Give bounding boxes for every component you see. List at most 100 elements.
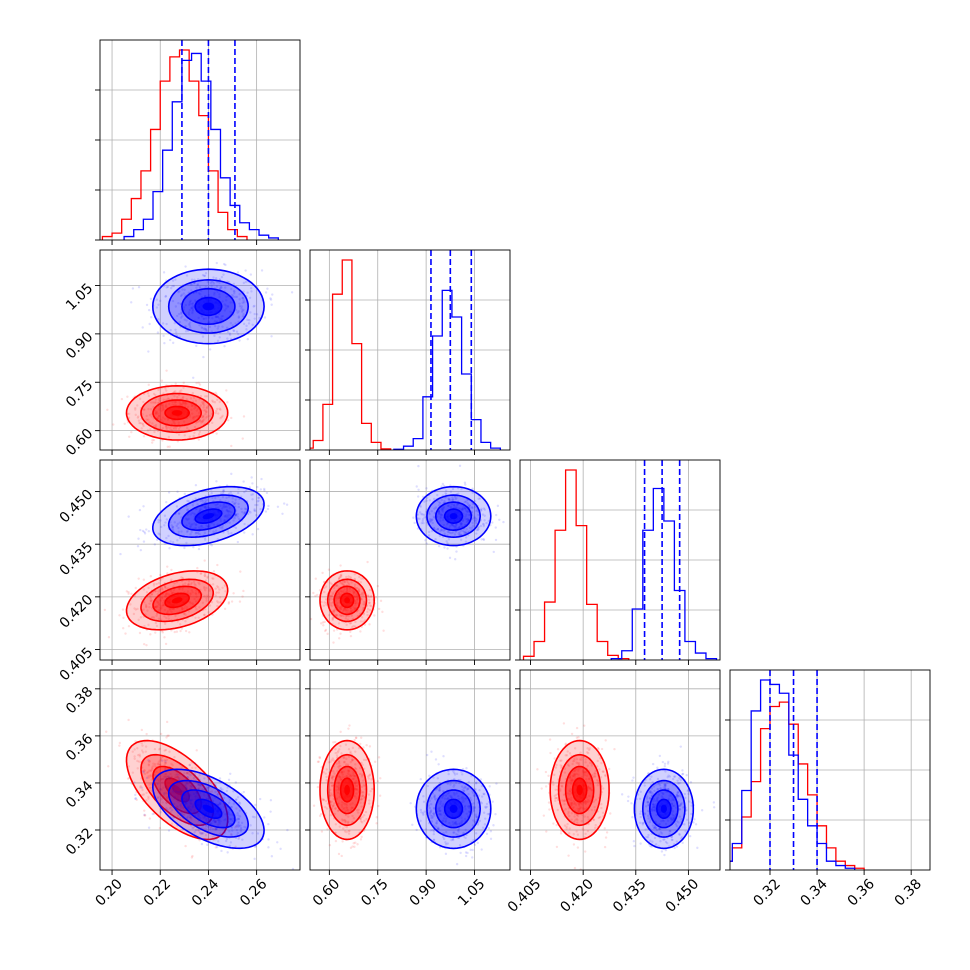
sample-point (188, 816, 192, 819)
sample-point (127, 412, 131, 416)
sample-point (212, 293, 216, 296)
sample-point (347, 755, 351, 758)
sample-point (346, 763, 350, 766)
sample-point (237, 820, 240, 824)
sample-point (217, 803, 220, 807)
sample-point (339, 614, 343, 618)
sample-point (555, 845, 559, 849)
sample-point (186, 776, 189, 779)
sample-point (482, 792, 485, 796)
sample-point (222, 490, 225, 493)
sample-point (375, 816, 378, 819)
sample-point (476, 528, 480, 532)
sample-point (158, 763, 161, 767)
sample-point (195, 409, 199, 412)
sample-point (349, 610, 352, 613)
sample-point (202, 406, 205, 409)
sample-point (190, 523, 193, 527)
sample-point (189, 525, 192, 529)
sample-point (185, 319, 188, 322)
sample-point (337, 593, 340, 596)
sample-point (344, 617, 348, 620)
sample-point (156, 592, 159, 596)
sample-point (224, 813, 227, 816)
sample-point (230, 817, 233, 821)
sample-point (202, 793, 206, 796)
sample-point (256, 500, 259, 503)
sample-point (250, 476, 253, 479)
sample-point (227, 811, 230, 814)
sample-point (381, 610, 384, 614)
sample-point (165, 591, 168, 595)
sample-point (154, 605, 158, 609)
sample-point (201, 420, 204, 423)
sample-point (560, 765, 564, 768)
sample-point (218, 588, 221, 591)
sample-point (324, 628, 328, 632)
sample-point (148, 760, 152, 763)
sample-point (173, 401, 177, 404)
sample-point (570, 798, 573, 802)
sample-point (641, 821, 644, 825)
sample-point (160, 596, 164, 599)
sample-point (264, 291, 268, 294)
sample-point (455, 833, 458, 836)
sample-point (174, 331, 178, 334)
sample-point (237, 836, 241, 839)
sample-point (210, 492, 213, 495)
sample-point (174, 305, 178, 308)
sample-point (561, 799, 564, 802)
sample-point (149, 297, 153, 301)
sample-point (449, 498, 452, 501)
sample-point (437, 504, 441, 507)
sample-point (167, 775, 170, 778)
sample-point (174, 427, 178, 431)
sample-point (175, 775, 179, 779)
sample-point (226, 304, 230, 308)
sample-point (677, 790, 680, 794)
sample-point (133, 781, 136, 784)
sample-point (226, 305, 230, 308)
sample-point (351, 609, 355, 612)
sample-point (165, 593, 168, 596)
sample-point (565, 825, 568, 828)
sample-point (171, 341, 175, 345)
sample-point (335, 584, 338, 587)
sample-point (337, 750, 340, 753)
sample-point (170, 568, 173, 572)
sample-point (178, 290, 181, 293)
sample-point (172, 802, 176, 806)
sample-point (159, 578, 162, 582)
sample-point (440, 528, 444, 532)
sample-point (190, 278, 194, 281)
sample-point (364, 758, 368, 762)
sample-point (418, 511, 422, 514)
sample-point (584, 799, 587, 803)
sample-point (360, 798, 363, 801)
red-contour (549, 739, 610, 841)
sample-point (462, 530, 466, 534)
sample-point (176, 798, 180, 802)
sample-point (467, 792, 470, 796)
sample-point (337, 781, 340, 785)
sample-point (480, 784, 484, 788)
sample-point (432, 830, 436, 833)
y-tick-label: 1.05 (63, 281, 96, 314)
sample-point (345, 775, 349, 778)
sample-point (241, 510, 244, 514)
sample-point (444, 852, 448, 856)
sample-point (592, 800, 596, 803)
sample-point (351, 814, 354, 818)
sample-point (251, 498, 254, 501)
sample-point (360, 775, 364, 778)
sample-point (157, 760, 161, 763)
sample-point (345, 586, 349, 590)
sample-point (215, 315, 218, 319)
sample-point (254, 803, 257, 807)
sample-point (227, 509, 230, 513)
x-tick-label: 0.20 (93, 876, 126, 909)
sample-point (194, 299, 197, 302)
sample-point (236, 540, 240, 544)
sample-point (248, 319, 251, 322)
sample-point (233, 502, 236, 506)
